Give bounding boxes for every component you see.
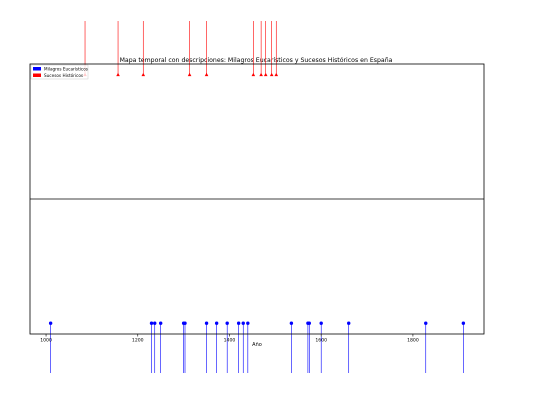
x-tick-label-3: 1600 bbox=[315, 338, 327, 344]
chart-title: Mapa temporal con descripciones: Milagro… bbox=[120, 56, 393, 64]
legend-label-historical: Sucesos Históricos bbox=[44, 73, 83, 78]
x-axis-ticks: 1000 1200 1400 1600 1800 bbox=[40, 334, 419, 344]
eucharistic-point-18 bbox=[461, 321, 466, 325]
legend-label-eucharistic: Milagros Eucarísticos bbox=[44, 67, 88, 72]
eucharistic-point-2 bbox=[153, 321, 157, 325]
event-markers bbox=[48, 72, 466, 325]
x-tick-label-1: 1200 bbox=[132, 338, 144, 344]
stem-lines bbox=[50, 21, 464, 373]
historical-point-8 bbox=[269, 72, 274, 77]
historical-point-3 bbox=[187, 72, 192, 77]
eucharistic-point-10 bbox=[241, 321, 245, 325]
eucharistic-point-0 bbox=[48, 321, 53, 325]
eucharistic-point-6 bbox=[204, 321, 209, 325]
eucharistic-point-9 bbox=[236, 321, 241, 325]
legend-swatch-historical bbox=[33, 73, 41, 77]
legend: Milagros Eucarísticos Sucesos Históricos bbox=[30, 64, 89, 80]
eucharistic-point-5 bbox=[183, 321, 187, 325]
eucharistic-point-3 bbox=[158, 321, 163, 325]
x-tick-label-0: 1000 bbox=[40, 338, 52, 344]
historical-point-5 bbox=[251, 72, 256, 77]
eucharistic-point-11 bbox=[246, 321, 250, 325]
eucharistic-point-1 bbox=[149, 321, 154, 325]
historical-point-4 bbox=[204, 72, 209, 77]
x-axis-label: Año bbox=[252, 342, 262, 348]
eucharistic-point-7 bbox=[214, 321, 219, 325]
x-tick-label-2: 1400 bbox=[224, 338, 236, 344]
eucharistic-point-15 bbox=[319, 321, 323, 325]
historical-point-7 bbox=[263, 72, 268, 77]
historical-point-9 bbox=[274, 72, 279, 77]
eucharistic-point-16 bbox=[347, 321, 351, 325]
historical-point-1 bbox=[116, 72, 120, 77]
eucharistic-point-14 bbox=[307, 321, 311, 325]
eucharistic-point-8 bbox=[225, 321, 229, 325]
x-tick-label-4: 1800 bbox=[407, 338, 419, 344]
eucharistic-point-17 bbox=[424, 321, 428, 325]
historical-point-2 bbox=[141, 72, 146, 77]
legend-box bbox=[30, 64, 89, 80]
legend-swatch-eucharistic bbox=[33, 67, 41, 71]
eucharistic-point-12 bbox=[289, 321, 294, 325]
historical-point-6 bbox=[259, 72, 263, 77]
